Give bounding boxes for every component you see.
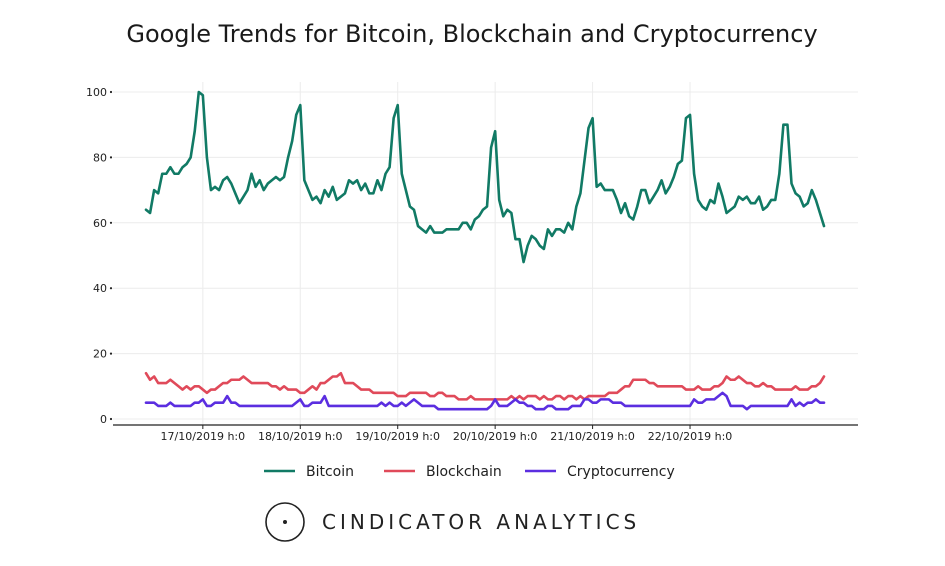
y-tick-label: 40 [93,282,107,295]
y-tick-label: 0 [100,413,107,426]
x-tick-label: 22/10/2019 h:0 [648,430,733,443]
legend-item-bitcoin: Bitcoin [264,464,354,480]
series-lines [144,90,826,411]
y-tick-label: 60 [93,217,107,230]
legend-label: Cryptocurrency [567,464,675,480]
x-tick-label: 18/10/2019 h:0 [258,430,343,443]
brand-logo-circle-icon [265,502,305,542]
y-tick-label: 80 [93,151,107,164]
x-tick-label: 20/10/2019 h:0 [453,430,538,443]
brand-logo-dot-icon [283,520,287,524]
y-tick-mark [109,221,113,224]
brand-text: CINDICATOR ANALYTICS [322,510,640,534]
grid [113,82,858,425]
x-tick-label: 17/10/2019 h:0 [161,430,246,443]
x-tick-label: 19/10/2019 h:0 [355,430,440,443]
legend-label: Blockchain [426,464,502,480]
series-line-cryptocurrency [144,391,826,411]
y-tick-mark [109,417,113,421]
y-tick-mark [109,352,113,355]
legend-label: Bitcoin [306,464,354,480]
series-line-blockchain [144,371,826,401]
y-tick-mark [109,287,113,290]
legend-item-blockchain: Blockchain [384,464,502,480]
legend-item-cryptocurrency: Cryptocurrency [525,464,675,480]
legend: Bitcoin Blockchain Cryptocurrency [264,464,675,480]
x-tick-label: 21/10/2019 h:0 [550,430,635,443]
y-tick-label: 20 [93,348,107,361]
y-tick-label: 100 [86,86,107,99]
y-tick-mark [109,90,113,94]
axes: 0 20 40 60 80 100 17/10/2019 h:0 18/10/2019 h:0… [86,86,858,443]
series-line-bitcoin [144,90,826,264]
y-tick-mark [109,156,113,159]
chart-title: Google Trends for Bitcoin, Blockchain an… [126,20,817,48]
brand-logo: CINDICATOR ANALYTICS [265,502,640,542]
